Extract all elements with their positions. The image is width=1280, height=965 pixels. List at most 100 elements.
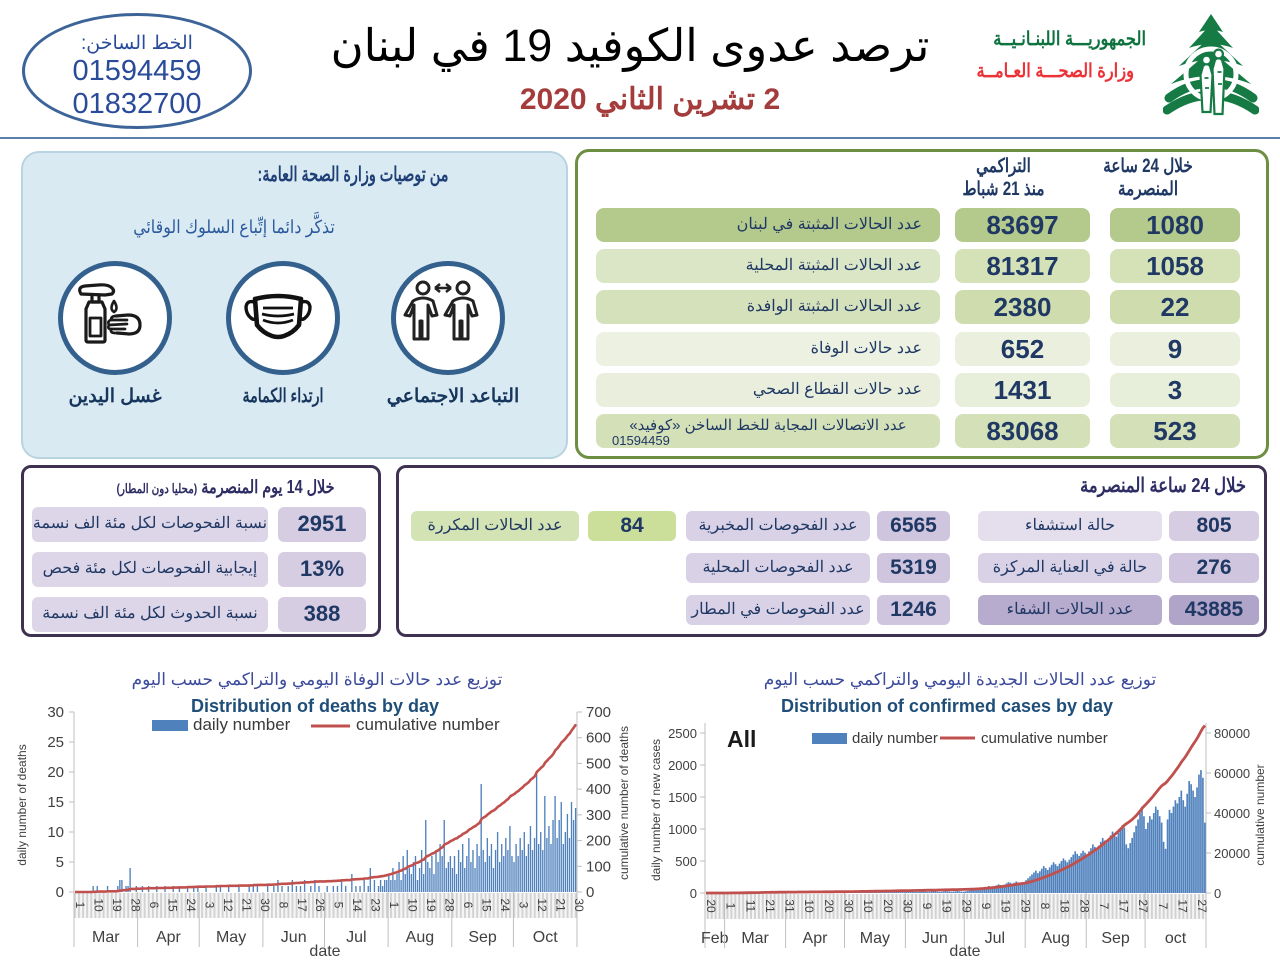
svg-text:cumulative number: cumulative number bbox=[1253, 764, 1267, 865]
svg-text:Apr: Apr bbox=[803, 930, 829, 947]
svg-text:12: 12 bbox=[221, 898, 235, 912]
svg-text:daily number of deaths: daily number of deaths bbox=[15, 744, 29, 865]
svg-text:30: 30 bbox=[258, 898, 272, 912]
svg-text:oct: oct bbox=[1165, 930, 1187, 947]
svg-text:24: 24 bbox=[498, 898, 512, 912]
svg-text:1000: 1000 bbox=[668, 822, 697, 837]
svg-text:May: May bbox=[216, 929, 246, 946]
svg-text:Distribution of confirmed case: Distribution of confirmed cases by day bbox=[781, 696, 1113, 716]
svg-text:0: 0 bbox=[1214, 886, 1221, 901]
svg-text:60000: 60000 bbox=[1214, 766, 1250, 781]
svg-text:daily number: daily number bbox=[193, 715, 291, 734]
svg-text:7: 7 bbox=[1097, 903, 1111, 910]
svg-text:30: 30 bbox=[842, 899, 856, 913]
svg-text:14: 14 bbox=[350, 898, 364, 912]
svg-text:1500: 1500 bbox=[668, 790, 697, 805]
svg-text:All: All bbox=[727, 726, 756, 752]
svg-text:Mar: Mar bbox=[741, 930, 769, 947]
svg-text:6: 6 bbox=[147, 902, 161, 909]
svg-text:cumulative number of deaths: cumulative number of deaths bbox=[617, 726, 631, 880]
svg-text:10: 10 bbox=[861, 899, 875, 913]
svg-text:7: 7 bbox=[1156, 903, 1170, 910]
svg-text:cumulative number: cumulative number bbox=[981, 730, 1108, 747]
svg-text:30: 30 bbox=[901, 899, 915, 913]
svg-text:30: 30 bbox=[47, 704, 64, 721]
svg-text:29: 29 bbox=[959, 899, 973, 913]
svg-text:19: 19 bbox=[110, 898, 124, 912]
svg-text:30: 30 bbox=[572, 898, 586, 912]
svg-text:18: 18 bbox=[1058, 899, 1072, 913]
svg-text:19: 19 bbox=[940, 899, 954, 913]
svg-text:Apr: Apr bbox=[156, 929, 182, 946]
svg-text:9: 9 bbox=[979, 903, 993, 910]
svg-text:700: 700 bbox=[586, 704, 611, 721]
svg-text:11: 11 bbox=[743, 900, 757, 913]
svg-text:Mar: Mar bbox=[92, 929, 120, 946]
svg-text:1: 1 bbox=[387, 902, 401, 909]
svg-text:5: 5 bbox=[56, 854, 64, 871]
svg-text:400: 400 bbox=[586, 781, 611, 798]
svg-text:19: 19 bbox=[424, 898, 438, 912]
svg-text:0: 0 bbox=[56, 884, 64, 901]
svg-text:3: 3 bbox=[517, 902, 531, 909]
svg-text:1: 1 bbox=[73, 902, 87, 909]
svg-text:May: May bbox=[860, 930, 890, 947]
svg-text:17: 17 bbox=[1117, 899, 1131, 913]
svg-text:8: 8 bbox=[1038, 903, 1052, 910]
svg-text:0: 0 bbox=[690, 886, 697, 901]
svg-text:3: 3 bbox=[202, 902, 216, 909]
svg-text:date: date bbox=[949, 943, 980, 960]
svg-text:17: 17 bbox=[295, 898, 309, 912]
svg-text:Jul: Jul bbox=[346, 929, 366, 946]
svg-text:8: 8 bbox=[276, 902, 290, 909]
svg-text:19: 19 bbox=[999, 899, 1013, 913]
svg-text:28: 28 bbox=[443, 898, 457, 912]
svg-text:100: 100 bbox=[586, 858, 611, 875]
svg-text:21: 21 bbox=[239, 898, 253, 912]
svg-text:28: 28 bbox=[1077, 899, 1091, 913]
svg-text:500: 500 bbox=[675, 854, 697, 869]
svg-text:31: 31 bbox=[783, 899, 797, 913]
svg-text:20000: 20000 bbox=[1214, 846, 1250, 861]
svg-text:28: 28 bbox=[129, 898, 143, 912]
svg-text:Distribution of deaths by day: Distribution of deaths by day bbox=[191, 696, 439, 716]
svg-text:1: 1 bbox=[724, 903, 738, 910]
svg-text:Sep: Sep bbox=[468, 929, 497, 946]
svg-text:0: 0 bbox=[586, 884, 594, 901]
svg-text:15: 15 bbox=[165, 898, 179, 912]
svg-text:Aug: Aug bbox=[406, 929, 434, 946]
svg-text:20: 20 bbox=[704, 899, 718, 913]
svg-text:date: date bbox=[309, 943, 340, 960]
svg-text:cumulative number: cumulative number bbox=[356, 715, 500, 734]
svg-text:21: 21 bbox=[763, 899, 777, 913]
svg-text:Oct: Oct bbox=[533, 929, 558, 946]
svg-text:200: 200 bbox=[586, 833, 611, 850]
svg-text:15: 15 bbox=[480, 898, 494, 912]
svg-text:9: 9 bbox=[920, 903, 934, 910]
svg-text:Jun: Jun bbox=[281, 929, 307, 946]
svg-text:daily number: daily number bbox=[852, 730, 938, 747]
svg-text:15: 15 bbox=[47, 794, 64, 811]
svg-text:24: 24 bbox=[184, 898, 198, 912]
svg-text:10: 10 bbox=[92, 898, 106, 912]
svg-text:20: 20 bbox=[822, 899, 836, 913]
svg-text:300: 300 bbox=[586, 807, 611, 824]
svg-text:10: 10 bbox=[406, 898, 420, 912]
svg-text:2500: 2500 bbox=[668, 726, 697, 741]
svg-text:daily number of new cases: daily number of new cases bbox=[649, 739, 663, 881]
svg-text:17: 17 bbox=[1176, 899, 1190, 913]
svg-text:20: 20 bbox=[881, 899, 895, 913]
svg-text:Jul: Jul bbox=[985, 930, 1005, 947]
svg-text:29: 29 bbox=[1018, 899, 1032, 913]
svg-text:40000: 40000 bbox=[1214, 806, 1250, 821]
svg-text:27: 27 bbox=[1136, 899, 1150, 913]
svg-text:500: 500 bbox=[586, 755, 611, 772]
svg-text:2000: 2000 bbox=[668, 758, 697, 773]
svg-text:6: 6 bbox=[461, 902, 475, 909]
svg-text:Sep: Sep bbox=[1101, 930, 1130, 947]
svg-text:26: 26 bbox=[313, 898, 327, 912]
svg-text:21: 21 bbox=[553, 898, 567, 912]
svg-text:80000: 80000 bbox=[1214, 726, 1250, 741]
svg-text:20: 20 bbox=[47, 764, 64, 781]
svg-text:توزيع عدد حالات الوفاة اليومي: توزيع عدد حالات الوفاة اليومي والتراكمي … bbox=[132, 670, 503, 690]
